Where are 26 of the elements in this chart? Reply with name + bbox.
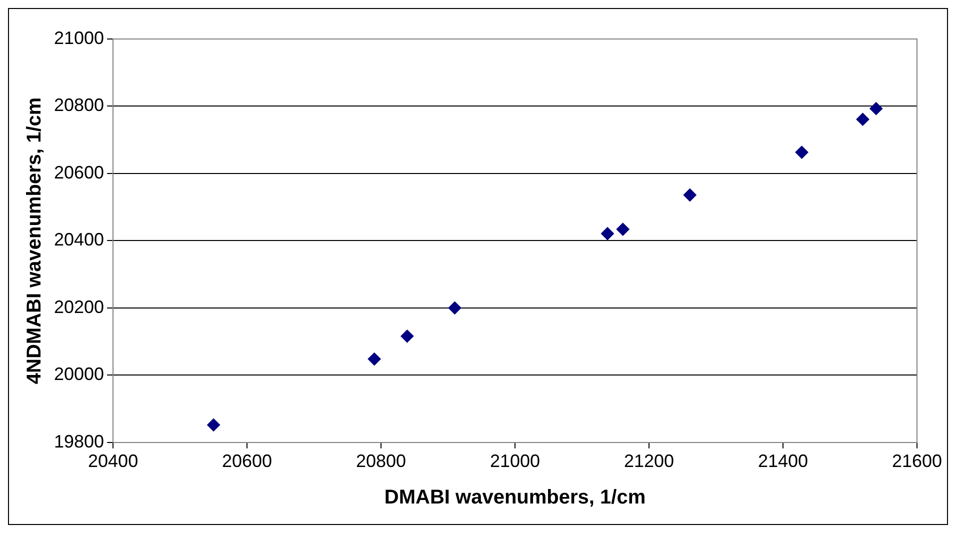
point <box>600 227 614 240</box>
x-tick-label: 20800 <box>356 451 406 472</box>
point <box>448 301 462 314</box>
y-tick-label: 19800 <box>54 431 104 452</box>
y-tick-label: 21000 <box>54 28 104 48</box>
x-axis-title: DMABI wavenumbers, 1/cm <box>384 486 646 509</box>
x-tick-label: 20400 <box>88 451 138 472</box>
y-tick-label: 20000 <box>54 364 104 384</box>
point <box>400 330 414 343</box>
point <box>207 418 220 432</box>
x-tick-label: 21400 <box>758 451 808 472</box>
x-tick-label: 21200 <box>624 451 674 472</box>
point <box>368 352 381 366</box>
point <box>856 112 870 126</box>
point <box>616 222 630 236</box>
x-tick-label: 21600 <box>892 451 942 472</box>
y-tick-label: 20800 <box>54 95 104 116</box>
y-tick-label: 20400 <box>54 230 104 250</box>
x-tick-label: 21000 <box>490 451 540 472</box>
point <box>683 188 696 202</box>
x-tick-label: 20600 <box>222 451 272 472</box>
y-tick-label: 20600 <box>54 162 104 182</box>
point <box>795 146 808 159</box>
point <box>870 102 883 116</box>
y-tick-label: 20200 <box>54 296 104 317</box>
y-axis-title: 4NDMABI wavenumbers, 1/cm <box>24 97 46 384</box>
